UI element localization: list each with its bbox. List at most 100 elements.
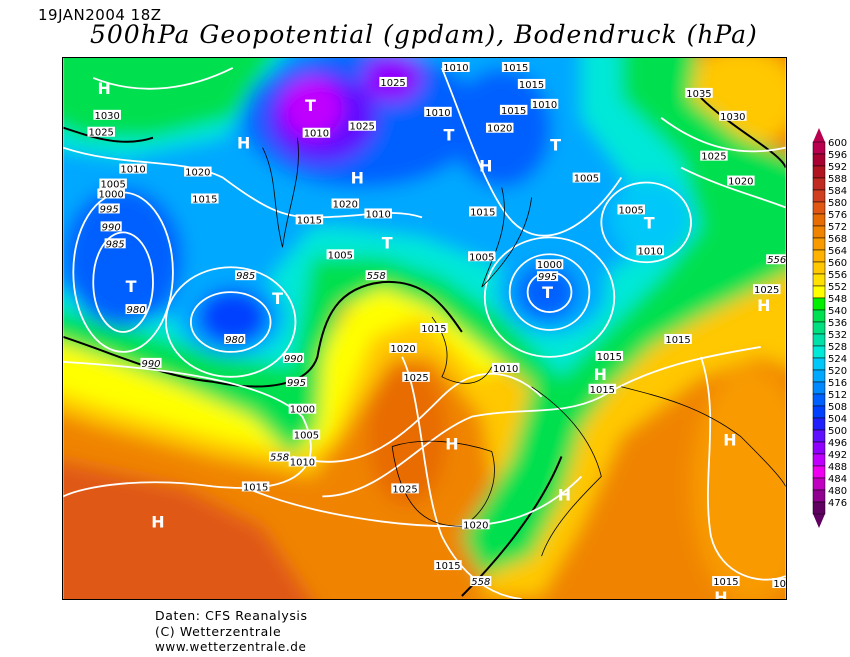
isobar-label: 1010 (364, 208, 392, 220)
svg-text:995: 995 (538, 272, 557, 283)
color-legend: 6005965925885845805765725685645605565525… (812, 128, 847, 528)
svg-text:1005: 1005 (619, 205, 644, 216)
svg-text:1015: 1015 (421, 324, 446, 335)
legend-label: 528 (828, 342, 847, 353)
legend-label: 548 (828, 294, 847, 305)
svg-text:985: 985 (236, 271, 255, 282)
legend-label: 492 (828, 450, 847, 461)
legend-label: 572 (828, 222, 847, 233)
legend-swatch (812, 249, 826, 263)
isobar-label: 1020 (389, 342, 417, 355)
low-pressure-center: T (272, 289, 283, 308)
isobar-label: 10 (772, 578, 786, 590)
isobar-label: 1025 (379, 76, 407, 89)
high-pressure-center: H (723, 431, 736, 450)
svg-text:1020: 1020 (185, 168, 210, 179)
legend-swatch (812, 165, 826, 179)
svg-text:1000: 1000 (98, 189, 123, 200)
legend-swatch (812, 405, 826, 419)
legend-label: 588 (828, 174, 847, 185)
legend-swatch (812, 381, 826, 395)
isobar-label: 1015 (501, 61, 530, 74)
svg-text:1025: 1025 (701, 152, 726, 163)
isobar-labels: 1030102510101005100099599098598098598099… (87, 61, 786, 590)
isobar-label: 1005 (468, 251, 496, 263)
isobar-label: 1005 (292, 429, 321, 442)
legend-swatch (812, 309, 826, 323)
isobar-label: 1015 (469, 206, 497, 218)
isobar-label: 1015 (295, 214, 324, 226)
svg-text:558: 558 (471, 577, 490, 588)
map-title: 500hPa Geopotential (gpdam), Bodendruck … (90, 20, 758, 49)
svg-text:990: 990 (142, 359, 161, 370)
high-pressure-center: H (714, 588, 727, 600)
legend-label: 596 (828, 150, 847, 161)
isobar-label: 1025 (348, 120, 376, 133)
legend-label: 480 (828, 486, 847, 497)
copyright: (C) Wetterzentrale (155, 624, 282, 639)
svg-text:1010: 1010 (443, 63, 468, 74)
isobar-label: 1025 (752, 284, 781, 296)
svg-text:1015: 1015 (435, 561, 460, 572)
svg-text:1025: 1025 (89, 128, 114, 139)
low-pressure-center: T (305, 96, 316, 115)
svg-text:1020: 1020 (333, 199, 358, 210)
legend-swatch (812, 213, 826, 227)
legend-swatch (812, 285, 826, 299)
legend-swatch (812, 201, 826, 215)
legend-label: 496 (828, 438, 847, 449)
isobar-label: 1025 (402, 371, 430, 384)
high-pressure-center: H (351, 169, 364, 188)
isobar-label: 1010 (530, 98, 559, 111)
svg-text:1025: 1025 (392, 484, 417, 495)
legend-swatch (812, 369, 826, 383)
isobar-label: 1005 (617, 204, 645, 216)
isobar-label: 990 (100, 221, 122, 233)
isobar-label: 1015 (499, 104, 528, 117)
isobar-label: 1010 (302, 127, 331, 140)
svg-text:990: 990 (284, 354, 303, 365)
low-pressure-center: T (542, 283, 553, 302)
legend-swatch (812, 261, 826, 275)
legend-label: 568 (828, 234, 847, 245)
high-pressure-center: H (151, 512, 164, 531)
svg-text:1010: 1010 (532, 100, 557, 111)
coastlines (262, 137, 786, 557)
isobar-label: 1010 (442, 61, 470, 74)
isobar-label: 1030 (93, 109, 121, 122)
legend-swatch (812, 141, 826, 155)
high-pressure-center: H (98, 79, 111, 98)
high-pressure-center: H (237, 134, 250, 153)
isobar-label: 1005 (572, 172, 601, 185)
data-source: Daten: CFS Reanalysis (155, 608, 308, 623)
pressure-centers: H H T H T H T T T T T T H H H H H H H (98, 79, 771, 600)
svg-text:985: 985 (106, 239, 125, 250)
legend-swatch (812, 225, 826, 239)
legend-label: 508 (828, 402, 847, 413)
isobar-label: 558 (268, 451, 291, 464)
low-pressure-center: T (126, 277, 137, 296)
svg-text:1020: 1020 (463, 520, 488, 531)
isobar-label: 1020 (485, 122, 514, 135)
svg-text:1015: 1015 (470, 207, 495, 218)
isobar-label: 1020 (331, 198, 360, 210)
isobar-label: 1035 (685, 87, 713, 100)
isobar-label: 1015 (712, 576, 740, 588)
svg-text:1010: 1010 (637, 246, 662, 257)
svg-text:1030: 1030 (720, 112, 745, 123)
isobar-label: 985 (235, 270, 257, 282)
high-pressure-center: H (594, 365, 607, 384)
svg-text:1015: 1015 (597, 352, 622, 363)
low-pressure-center: T (644, 213, 655, 232)
isobar-label: 1000 (288, 403, 317, 416)
legend-label: 564 (828, 246, 847, 257)
legend-swatch (812, 153, 826, 167)
legend-swatch (812, 273, 826, 287)
isobar-label: 1025 (391, 483, 419, 495)
svg-text:1015: 1015 (519, 80, 544, 91)
isobar-label: 1020 (462, 519, 490, 531)
legend-label: 524 (828, 354, 847, 365)
website-link[interactable]: www.wetterzentrale.de (155, 640, 307, 654)
legend-swatch (812, 345, 826, 359)
svg-text:1015: 1015 (713, 577, 738, 588)
